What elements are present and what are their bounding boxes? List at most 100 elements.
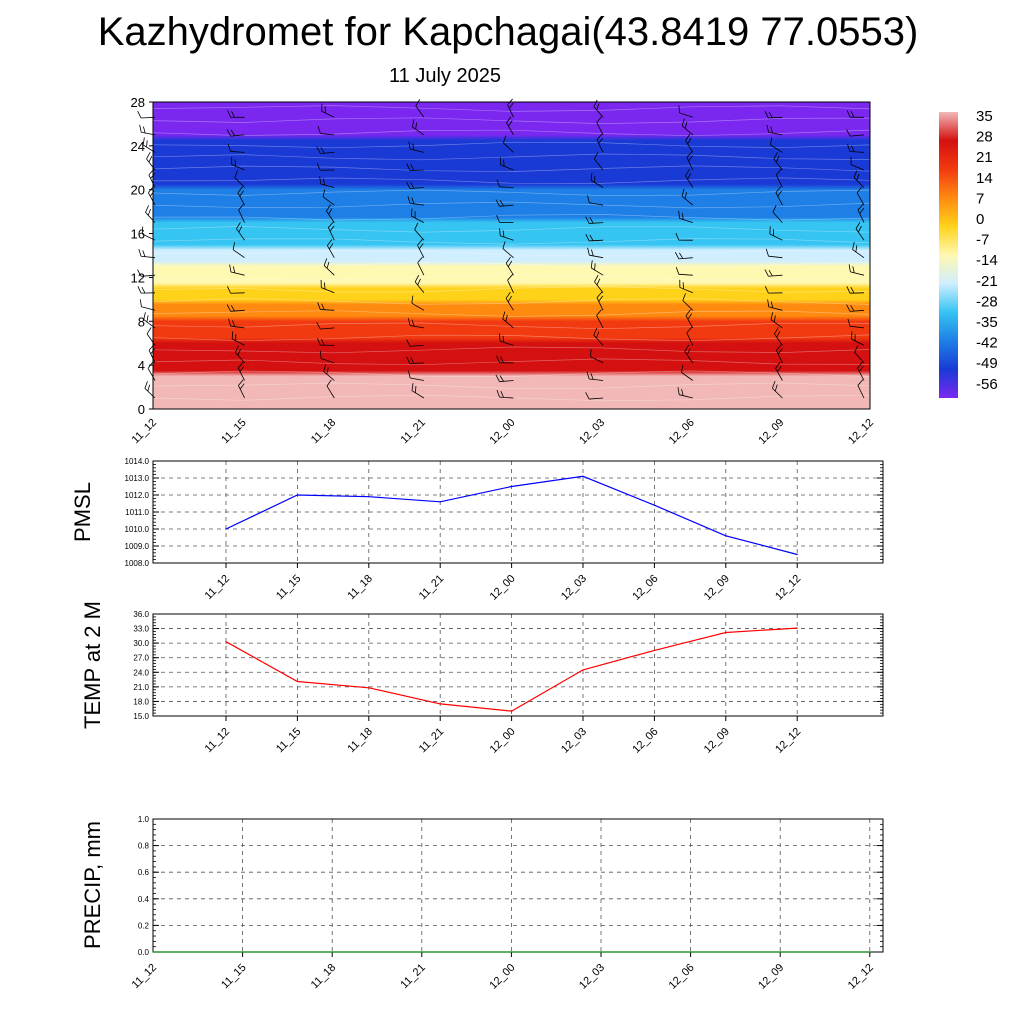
wind-barb (771, 380, 783, 399)
wind-barb (596, 309, 604, 329)
wind-barb (326, 239, 335, 258)
wind-barb (231, 156, 245, 171)
wind-barb (229, 264, 245, 276)
wind-barb (853, 170, 865, 188)
contour-line (152, 238, 871, 245)
wind-barb (319, 176, 335, 188)
contour-line (152, 370, 871, 377)
contour-line (152, 310, 871, 317)
wind-barb (234, 345, 245, 364)
contour-line (152, 117, 871, 124)
wind-barb (495, 199, 514, 207)
x-tick-label: 12_06 (630, 726, 660, 756)
contour-line (152, 226, 871, 233)
x-tick-label: 12_09 (702, 573, 732, 603)
wind-barb (408, 141, 424, 153)
x-tick-label: 11_15 (219, 962, 249, 992)
contour-line (152, 129, 871, 137)
wind-barb (406, 339, 424, 347)
x-tick-label: 12_09 (756, 417, 786, 447)
temp2m-panel: 15.0 18.0 21.0 24.0 27.0 30.0 33.0 36.0 11_12 11_… (80, 601, 884, 756)
wind-barb (586, 371, 604, 381)
wind-barb (596, 133, 604, 153)
wind-barb (323, 258, 335, 276)
wind-barb (678, 105, 693, 118)
wind-barb (321, 103, 335, 118)
wind-barb (679, 279, 693, 294)
data-point (510, 951, 512, 953)
wind-barb (775, 168, 783, 188)
y-tick-label: 0.4 (138, 895, 150, 904)
wind-barb (326, 204, 335, 223)
colorbar-label: 35 (976, 108, 993, 125)
y-tick-label: 0.2 (138, 921, 150, 930)
data-point (439, 703, 441, 705)
x-tick-label: 11_15 (274, 573, 304, 603)
wind-barb (228, 318, 245, 329)
y-tick-label: 21.0 (133, 683, 149, 692)
y-tick-label: 28 (131, 95, 145, 110)
wind-barb (323, 364, 335, 381)
y-tick-label: 36.0 (133, 610, 149, 619)
x-tick-label: 11_12 (203, 573, 233, 603)
wind-barb (857, 203, 865, 223)
wind-barb (505, 291, 514, 311)
wind-barb (585, 216, 604, 224)
data-point (511, 485, 513, 488)
y-tick-label: 27.0 (133, 654, 149, 663)
temperature-cross-section: 0 4 8 12 16 20 24 28 11_12 11_15 11_18 11_21 12_00 12… (130, 95, 877, 447)
x-tick-label: 11_21 (417, 726, 447, 756)
wind-barb (499, 333, 514, 346)
y-tick-label: 15.0 (133, 712, 149, 721)
y-tick-label: 30.0 (133, 639, 149, 648)
colorbar-label: 21 (976, 149, 993, 166)
wind-barb (847, 144, 865, 153)
wind-barb (406, 356, 424, 365)
wind-barb (227, 110, 245, 118)
wind-barb (506, 116, 514, 136)
wind-barb (846, 286, 865, 294)
y-tick-label: 1013.0 (125, 474, 150, 483)
wind-barb (776, 344, 783, 364)
y-axis-label: PRECIP, mm (80, 821, 105, 949)
wind-barb (684, 169, 694, 188)
wind-barb (850, 157, 865, 171)
wind-barb (674, 251, 693, 260)
x-tick-label: 11_18 (345, 726, 375, 756)
wind-barb (596, 116, 604, 136)
data-point (421, 951, 423, 953)
data-point (368, 687, 370, 689)
contour-line (152, 262, 871, 269)
x-tick-label: 12_09 (702, 726, 732, 756)
wind-barb (682, 293, 694, 311)
pmsl-panel: 1008.0 1009.0 1010.0 1011.0 1012.0 1013.0 1014… (70, 457, 884, 603)
wind-barb (770, 312, 783, 329)
y-tick-label: 0.0 (138, 948, 150, 957)
data-point (796, 553, 798, 556)
data-point (582, 475, 584, 477)
x-tick-label: 11_12 (130, 962, 160, 992)
wind-barb (587, 195, 604, 206)
wind-barb (684, 344, 694, 364)
data-point (242, 951, 244, 953)
wind-barb (417, 239, 425, 258)
wind-barb (596, 291, 604, 311)
wind-barb (226, 304, 245, 312)
wind-barb (855, 222, 865, 241)
wind-barb (846, 110, 865, 118)
y-tick-label: 1009.0 (125, 542, 150, 551)
wind-barb (326, 379, 335, 399)
data-point (296, 494, 298, 496)
data-point (225, 641, 227, 643)
x-tick-label: 11_18 (309, 417, 339, 447)
wind-barb (764, 286, 783, 294)
wind-barb (590, 260, 604, 276)
y-tick-label: 1008.0 (125, 559, 150, 568)
wind-barb (411, 383, 425, 399)
wind-barb (234, 170, 245, 188)
y-tick-label: 12 (131, 270, 145, 285)
wind-barb (496, 355, 514, 364)
y-tick-label: 1.0 (138, 815, 150, 824)
wind-barb (502, 311, 514, 329)
wind-barb (316, 163, 335, 171)
